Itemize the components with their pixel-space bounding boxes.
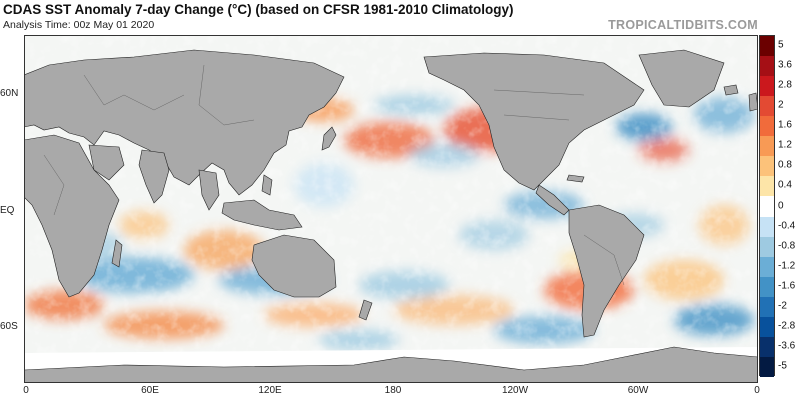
lon-label-0-left: 0 (23, 385, 29, 396)
africa (24, 134, 120, 298)
colorbar-segment (760, 36, 774, 57)
lon-label-60w: 60W (627, 385, 649, 396)
lat-label-60s: 60S (0, 321, 18, 332)
colorbar-tick-label: -5 (778, 360, 787, 372)
colorbar-tick-label: 1.6 (778, 119, 792, 131)
colorbar-tick-label: -3.6 (778, 340, 796, 352)
colorbar-tick-label: 0.4 (778, 179, 792, 191)
eurasia (24, 49, 345, 196)
new-zealand (358, 299, 373, 321)
japan (321, 126, 337, 151)
iceland (723, 84, 739, 96)
colorbar-segment (760, 56, 774, 77)
colorbar-tick-label: 0 (778, 200, 784, 211)
colorbar-segment (760, 256, 774, 278)
antarctica (24, 346, 758, 383)
colorbar-segment (760, 136, 774, 157)
indochina (198, 169, 220, 211)
lon-label-60e: 60E (141, 385, 159, 396)
lon-label-180: 180 (384, 385, 402, 396)
chart-title: CDAS SST Anomaly 7-day Change (°C) (base… (3, 2, 514, 17)
british-isles (748, 92, 758, 112)
maritime-continent (221, 199, 303, 231)
colorbar-segment (760, 216, 774, 238)
india (138, 149, 170, 204)
colorbar-segment (760, 156, 774, 177)
australia (251, 234, 337, 298)
central-america (535, 184, 570, 216)
colorbar-tick-label: -0.8 (778, 240, 796, 252)
madagascar (111, 239, 123, 268)
lon-label-120e: 120E (258, 385, 282, 396)
colorbar-segment (760, 96, 774, 117)
map-canvas (24, 35, 758, 383)
country-borders (43, 64, 625, 286)
land-masses (24, 49, 758, 383)
colorbar-segment (760, 316, 774, 338)
greenland (638, 49, 725, 108)
lat-label-60n: 60N (0, 88, 19, 99)
lon-label-0-right: 0 (754, 385, 760, 396)
colorbar-segment (760, 276, 774, 298)
south-america (568, 204, 645, 338)
colorbar-segment (760, 116, 774, 137)
colorbar-segment (760, 76, 774, 97)
north-america (423, 52, 645, 191)
colorbar-tick-label: 3.6 (778, 59, 792, 71)
colorbar-segment (760, 236, 774, 258)
brand-watermark: TROPICALTIDBITS.COM (608, 18, 758, 32)
colorbar-tick-label: 1.2 (778, 139, 792, 151)
philippines (261, 174, 273, 196)
colorbar-tick-label: 2 (778, 99, 784, 111)
colorbar-tick-label: 0.8 (778, 159, 792, 171)
lon-label-120w: 120W (501, 385, 529, 396)
colorbar-tick-label: -1.6 (778, 280, 796, 292)
caribbean (566, 174, 585, 183)
colorbar (759, 35, 775, 378)
map-frame (24, 35, 758, 383)
colorbar-tick-label: -1.2 (778, 260, 796, 272)
analysis-time: Analysis Time: 00z May 01 2020 (3, 19, 155, 31)
colorbar-tick-label: 2.8 (778, 79, 792, 91)
colorbar-tick-label: -0.4 (778, 220, 796, 232)
arabia (88, 144, 125, 181)
colorbar-tick-label: -2.8 (778, 320, 796, 332)
colorbar-segment (760, 296, 774, 318)
colorbar-tick-label: -2 (778, 300, 787, 312)
colorbar-segment (760, 176, 774, 197)
colorbar-tick-label: 5 (778, 39, 784, 51)
lat-label-eq: EQ (0, 205, 15, 216)
colorbar-segment (760, 356, 774, 378)
colorbar-segment (760, 336, 774, 358)
colorbar-labels: 5 3.6 2.8 2 1.6 1.2 0.8 0.4 0 -0.4 -0.8 -1.2 -1.6 -2 -… (778, 35, 800, 376)
sst-map (24, 35, 758, 383)
colorbar-segment (760, 196, 774, 218)
